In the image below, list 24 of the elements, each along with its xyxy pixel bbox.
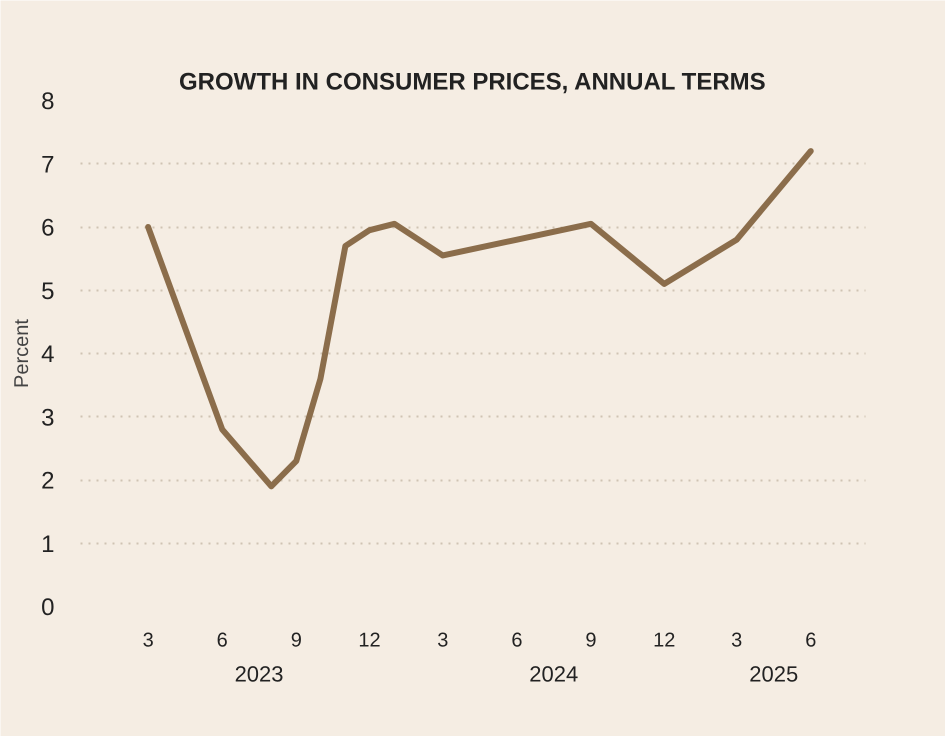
text: 2025 xyxy=(749,662,798,686)
x-tick-label: 6 xyxy=(511,630,522,652)
y-tick-label: 2 xyxy=(41,468,55,494)
x-tick-label: 6 xyxy=(216,630,228,652)
y-tick-label: 5 xyxy=(41,278,55,305)
y-tick-label: 1 xyxy=(41,530,55,558)
chart-title: GROWTH IN CONSUMER PRICES, ANNUAL TERMS xyxy=(179,68,766,96)
x-tick-label: 6 xyxy=(805,630,816,652)
x-tick-label: 3 xyxy=(437,630,448,652)
x-tick-label: 9 xyxy=(290,630,302,652)
y-tick-label: 3 xyxy=(41,404,55,432)
x-tick-label: 12 xyxy=(358,630,381,652)
y-axis-title: Percent xyxy=(11,318,34,388)
y-tick-label: 8 xyxy=(41,88,55,115)
text: 2024 xyxy=(529,662,578,686)
x-tick-label: 9 xyxy=(585,630,597,652)
y-tick-label: 7 xyxy=(41,151,55,178)
y-tick-label: 0 xyxy=(41,594,55,621)
y-tick-label: 6 xyxy=(41,214,55,242)
text: 2023 xyxy=(234,662,284,686)
x-tick-label: 3 xyxy=(142,630,154,652)
y-tick-label: 4 xyxy=(41,341,55,368)
x-tick-label: 3 xyxy=(731,630,742,652)
x-tick-label: 12 xyxy=(653,630,676,652)
